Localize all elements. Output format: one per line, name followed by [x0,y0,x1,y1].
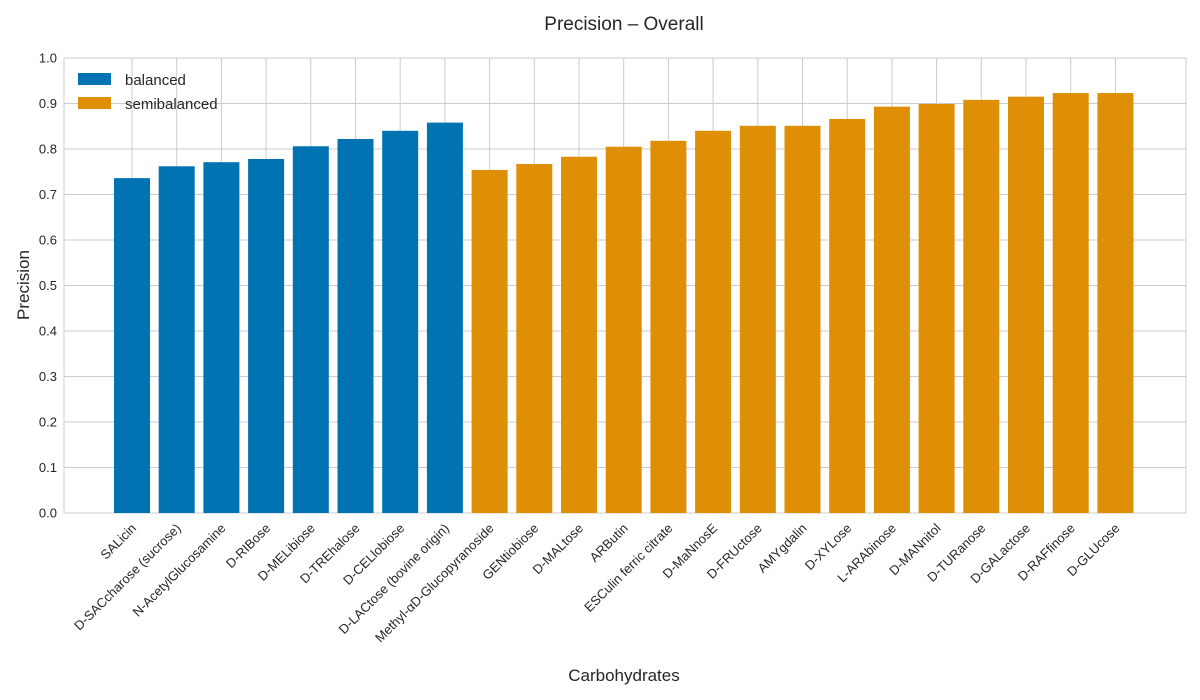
bar-semibalanced-22 [1097,93,1134,513]
y-axis-title: Precision [14,250,33,320]
bar-semibalanced-9 [516,164,553,513]
bar-semibalanced-21 [1052,93,1089,513]
chart-title: Precision – Overall [544,14,703,35]
y-tick-label: 0.8 [39,142,57,157]
bar-balanced-3 [248,159,285,513]
y-tick-label: 0.0 [39,506,57,521]
legend-swatch-balanced [78,73,111,85]
bar-semibalanced-10 [561,156,597,514]
legend: balanced semibalanced [78,72,218,113]
bar-semibalanced-19 [963,99,1000,514]
bar-balanced-5 [337,138,374,514]
x-tick-label: ARButin [586,521,630,565]
y-tick-label: 0.6 [39,233,57,248]
y-tick-label: 1.0 [39,51,57,66]
bar-balanced-7 [426,122,463,514]
bar-semibalanced-17 [873,106,910,513]
y-tick-label: 0.4 [39,324,57,339]
bar-balanced-0 [114,178,150,513]
bar-semibalanced-18 [918,103,955,513]
y-tick-label: 0.7 [39,187,57,202]
x-axis-title: Carbohydrates [568,666,680,685]
y-tick-label: 0.1 [39,460,57,475]
bar-balanced-2 [203,162,240,513]
bar-semibalanced-20 [1008,96,1044,514]
x-tick-label: AMYgdalin [755,521,810,576]
bar-semibalanced-14 [739,125,776,514]
y-tick-label: 0.3 [39,369,57,384]
bars [114,93,1134,514]
legend-swatch-semibalanced [78,97,111,109]
y-tick-label: 0.9 [39,96,57,111]
bar-semibalanced-11 [605,146,642,513]
y-axis: 0.0 0.1 0.2 0.3 0.4 0.5 0.6 0.7 0.8 0.9 1.0 [39,51,57,521]
y-tick-label: 0.5 [39,278,57,293]
y-tick-label: 0.2 [39,415,57,430]
bar-balanced-4 [292,146,329,513]
bar-semibalanced-12 [650,140,687,513]
bar-semibalanced-16 [829,118,866,513]
bar-balanced-1 [158,166,195,514]
legend-label-balanced: balanced [125,72,186,89]
bar-semibalanced-13 [695,130,732,514]
bar-semibalanced-15 [784,125,821,514]
x-tick-label: SALicin [97,521,139,563]
bar-balanced-6 [382,130,419,514]
bar-semibalanced-8 [471,169,508,513]
legend-label-semibalanced: semibalanced [125,96,218,113]
